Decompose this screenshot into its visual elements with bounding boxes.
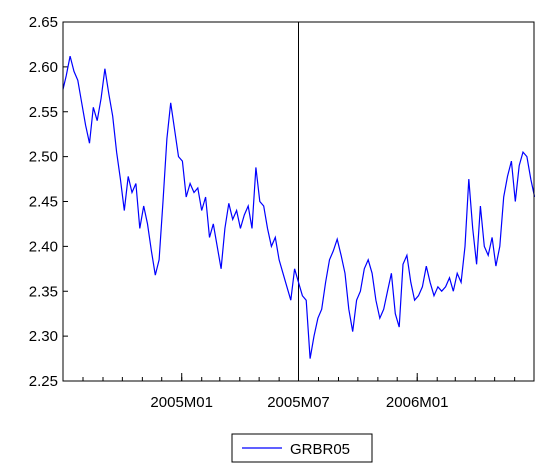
x-tick-label: 2006M01 — [386, 394, 449, 411]
series-line-grbr05 — [62, 55, 535, 359]
y-tick-label: 2.35 — [29, 283, 58, 300]
y-tick-label: 2.55 — [29, 104, 58, 121]
x-tick-label: 2005M07 — [267, 394, 330, 411]
legend: GRBR05 — [231, 433, 373, 463]
plot-frame — [62, 21, 535, 382]
y-tick-label: 2.30 — [29, 328, 58, 345]
y-tick-label: 2.50 — [29, 149, 58, 166]
legend-label: GRBR05 — [290, 441, 350, 458]
x-axis-ticks: 2005M01 2005M07 2006M01 — [62, 373, 535, 411]
y-tick-label: 2.25 — [29, 373, 58, 390]
y-tick-label: 2.40 — [29, 238, 58, 255]
y-tick-label: 2.65 — [29, 14, 58, 31]
y-axis-ticks: 2.25 2.30 2.35 2.40 2.45 2.50 2.55 2.60 2.65 — [29, 14, 68, 390]
y-tick-label: 2.60 — [29, 59, 58, 76]
x-tick-label: 2005M01 — [150, 394, 213, 411]
y-tick-label: 2.45 — [29, 194, 58, 211]
